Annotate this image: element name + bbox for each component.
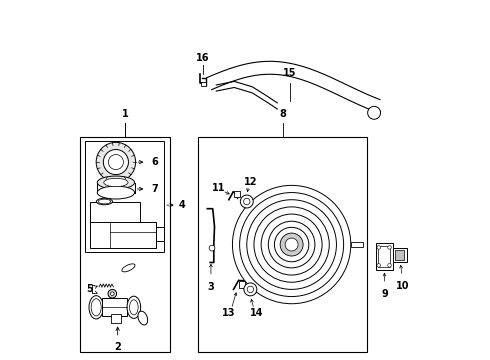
Text: 6: 6 [152, 157, 158, 167]
Bar [234, 191, 240, 197]
Circle shape [103, 149, 128, 175]
Circle shape [247, 286, 254, 293]
Bar [239, 281, 245, 288]
Bar [395, 250, 404, 260]
Ellipse shape [129, 300, 138, 315]
Bar [393, 248, 407, 262]
Bar [351, 242, 364, 247]
Circle shape [244, 283, 257, 296]
Circle shape [377, 264, 381, 267]
Bar [376, 243, 393, 270]
Circle shape [285, 238, 298, 251]
Text: 2: 2 [114, 342, 121, 352]
Text: 4: 4 [179, 200, 185, 210]
Ellipse shape [122, 264, 135, 272]
Ellipse shape [97, 186, 135, 199]
Text: 7: 7 [152, 184, 158, 194]
Bar [378, 246, 390, 267]
Circle shape [96, 142, 136, 182]
Circle shape [388, 264, 392, 267]
Bar [198, 137, 367, 352]
Circle shape [244, 198, 250, 205]
Bar [85, 140, 164, 252]
Circle shape [261, 214, 322, 275]
Text: 3: 3 [208, 282, 214, 292]
Bar [156, 226, 164, 241]
Text: 12: 12 [245, 177, 258, 187]
Text: 1: 1 [122, 109, 128, 119]
Text: 14: 14 [250, 309, 264, 318]
Circle shape [280, 233, 303, 256]
Circle shape [368, 106, 381, 119]
Circle shape [274, 227, 309, 262]
Text: 8: 8 [279, 109, 286, 119]
Circle shape [388, 246, 392, 249]
Text: 9: 9 [381, 289, 388, 300]
Bar [90, 221, 156, 248]
Text: 15: 15 [283, 68, 296, 78]
Ellipse shape [89, 296, 103, 319]
Bar [101, 298, 126, 316]
Bar [201, 82, 205, 86]
Text: 11: 11 [213, 183, 226, 193]
Ellipse shape [138, 311, 147, 325]
Ellipse shape [98, 199, 111, 204]
Text: 16: 16 [196, 53, 210, 63]
Bar [90, 202, 140, 223]
Ellipse shape [91, 299, 101, 316]
Ellipse shape [97, 198, 113, 205]
Circle shape [209, 245, 215, 251]
Bar [111, 315, 122, 323]
Circle shape [232, 185, 351, 304]
Ellipse shape [104, 178, 128, 187]
Text: 5: 5 [87, 284, 93, 294]
Text: 10: 10 [396, 282, 410, 292]
Circle shape [269, 221, 315, 268]
Ellipse shape [127, 296, 141, 319]
Circle shape [108, 154, 123, 170]
Circle shape [377, 246, 381, 249]
Circle shape [108, 289, 117, 298]
Circle shape [111, 292, 114, 296]
Bar [80, 137, 170, 352]
Circle shape [240, 193, 343, 297]
Circle shape [240, 195, 253, 208]
Circle shape [247, 200, 337, 289]
Ellipse shape [97, 176, 135, 189]
Circle shape [254, 207, 329, 282]
Text: 13: 13 [222, 309, 236, 318]
